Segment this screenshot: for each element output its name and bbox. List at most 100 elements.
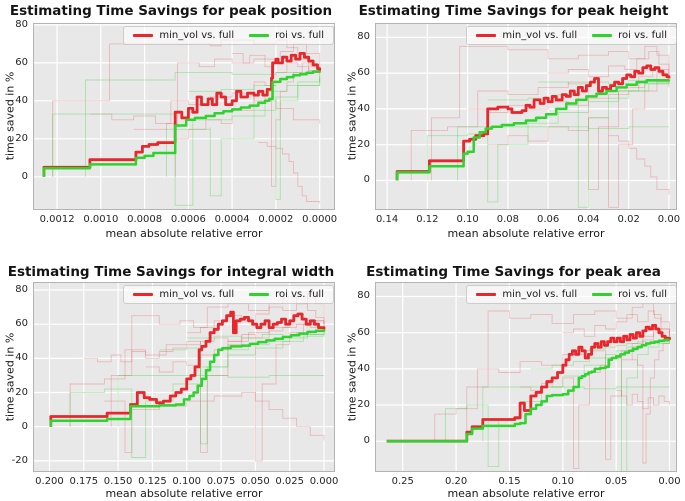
legend: min_vol vs. full roi vs. full <box>123 26 334 45</box>
x-tick-label: 0.15 <box>498 476 521 487</box>
x-tick-label: 0.02 <box>617 214 640 225</box>
x-tick-label: 0.20 <box>444 476 468 487</box>
legend-item-roi: roi vs. full <box>249 289 324 300</box>
background-trace <box>52 78 321 206</box>
background-trace <box>186 331 325 339</box>
background-trace <box>69 320 325 453</box>
x-tick-label: 0.175 <box>69 476 99 487</box>
background-trace <box>410 69 670 190</box>
x-tick-label: 0.00 <box>657 214 681 225</box>
legend: min_vol vs. full roi vs. full <box>466 26 677 45</box>
y-tick-label: 40 <box>15 94 28 106</box>
chart-peak-position: Estimating Time Savings for peak positio… <box>0 0 342 250</box>
series-roi <box>42 70 321 177</box>
y-tick-label: 20 <box>357 138 370 150</box>
y-tick-label: 20 <box>357 399 370 411</box>
legend-label: min_vol vs. full <box>502 30 578 41</box>
background-trace <box>426 80 670 203</box>
y-tick-label: 20 <box>15 132 28 144</box>
roi-line-swatch <box>249 34 270 37</box>
x-tick-label: 0.125 <box>138 476 167 487</box>
y-tick-label: 60 <box>15 56 28 68</box>
axes-background <box>375 23 677 210</box>
series-min-vol <box>386 324 671 443</box>
x-tick-label: 0.0004 <box>214 214 250 225</box>
background-trace <box>520 328 670 469</box>
x-axis-label: mean absolute relative error <box>105 487 263 500</box>
x-tick-label: 0.0008 <box>127 214 163 225</box>
legend-label: min_vol vs. full <box>159 289 235 300</box>
plot-area <box>33 282 335 472</box>
series-min-vol <box>42 52 322 177</box>
y-tick-label: 40 <box>357 102 370 114</box>
plot-frame <box>33 23 335 210</box>
y-tick-label: 40 <box>357 362 370 374</box>
legend-label: roi vs. full <box>618 30 667 41</box>
chart-title: Estimating Time Savings for peak area <box>366 264 661 280</box>
chart-integral-width: Estimating Time Savings for integral wid… <box>0 250 342 501</box>
background-trace <box>482 386 670 442</box>
background-trace <box>538 79 670 85</box>
roi-line-swatch <box>592 34 613 37</box>
min-vol-line-swatch <box>476 293 497 296</box>
background-trace <box>145 320 325 462</box>
min-vol-line-swatch <box>133 34 154 37</box>
plot-area <box>375 282 677 472</box>
background-trace <box>457 126 669 181</box>
plot-frame <box>375 282 677 472</box>
legend-item-min-vol: min_vol vs. full <box>476 289 577 300</box>
background-trace <box>434 328 670 460</box>
x-tick-label: 0.10 <box>551 476 574 487</box>
x-tick-label: 0.04 <box>577 214 600 225</box>
x-tick-label: 0.06 <box>537 214 560 225</box>
y-tick-label: 80 <box>15 284 28 296</box>
series-roi <box>386 338 670 443</box>
series-min-vol <box>395 64 671 181</box>
background-trace <box>632 341 670 464</box>
chart-title: Estimating Time Savings for peak height <box>358 3 669 19</box>
background-trace <box>83 323 325 363</box>
legend-item-min-vol: min_vol vs. full <box>133 289 234 300</box>
series-min-vol <box>49 310 326 427</box>
legend: min_vol vs. full roi vs. full <box>123 285 334 304</box>
background-trace <box>258 142 321 204</box>
legend-item-roi: roi vs. full <box>592 289 667 300</box>
x-tick-label: 0.0006 <box>170 214 206 225</box>
background-trace <box>487 81 670 208</box>
chart-title: Estimating Time Savings for integral wid… <box>7 264 335 280</box>
background-trace <box>430 45 670 181</box>
background-trace <box>616 390 670 410</box>
x-tick-label: 0.05 <box>605 476 628 487</box>
legend-item-min-vol: min_vol vs. full <box>133 30 234 41</box>
x-tick-label: 0.00 <box>658 476 681 487</box>
background-trace <box>188 74 321 201</box>
legend-label: roi vs. full <box>275 289 324 300</box>
x-tick-label: 0.150 <box>103 476 133 487</box>
x-tick-label: 0.075 <box>206 476 236 487</box>
chart-title: Estimating Time Savings for peak positio… <box>9 3 333 19</box>
legend: min_vol vs. full roi vs. full <box>466 285 677 304</box>
min-vol-line-swatch <box>133 293 154 296</box>
legend-label: roi vs. full <box>618 289 667 300</box>
roi-line-swatch <box>249 293 270 296</box>
legend-item-min-vol: min_vol vs. full <box>476 30 577 41</box>
min-vol-line-swatch <box>476 34 497 37</box>
x-tick-label: 0.200 <box>35 476 64 487</box>
y-tick-label: 60 <box>15 318 28 330</box>
legend-label: roi vs. full <box>275 30 324 41</box>
legend-label: min_vol vs. full <box>502 289 578 300</box>
x-tick-label: 0.25 <box>391 476 414 487</box>
y-tick-label: 0 <box>363 174 370 186</box>
legend-label: min_vol vs. full <box>159 30 235 41</box>
y-axis-label: time saved in % <box>3 332 17 422</box>
legend-item-roi: roi vs. full <box>249 30 324 41</box>
background-trace <box>166 76 321 197</box>
x-tick-label: 0.0002 <box>258 214 294 225</box>
x-tick-label: 0.0010 <box>83 214 119 225</box>
legend-item-roi: roi vs. full <box>592 30 667 41</box>
background-trace <box>548 51 670 78</box>
x-tick-label: 0.12 <box>416 214 439 225</box>
plot-area <box>375 23 677 210</box>
background-trace <box>608 135 670 195</box>
